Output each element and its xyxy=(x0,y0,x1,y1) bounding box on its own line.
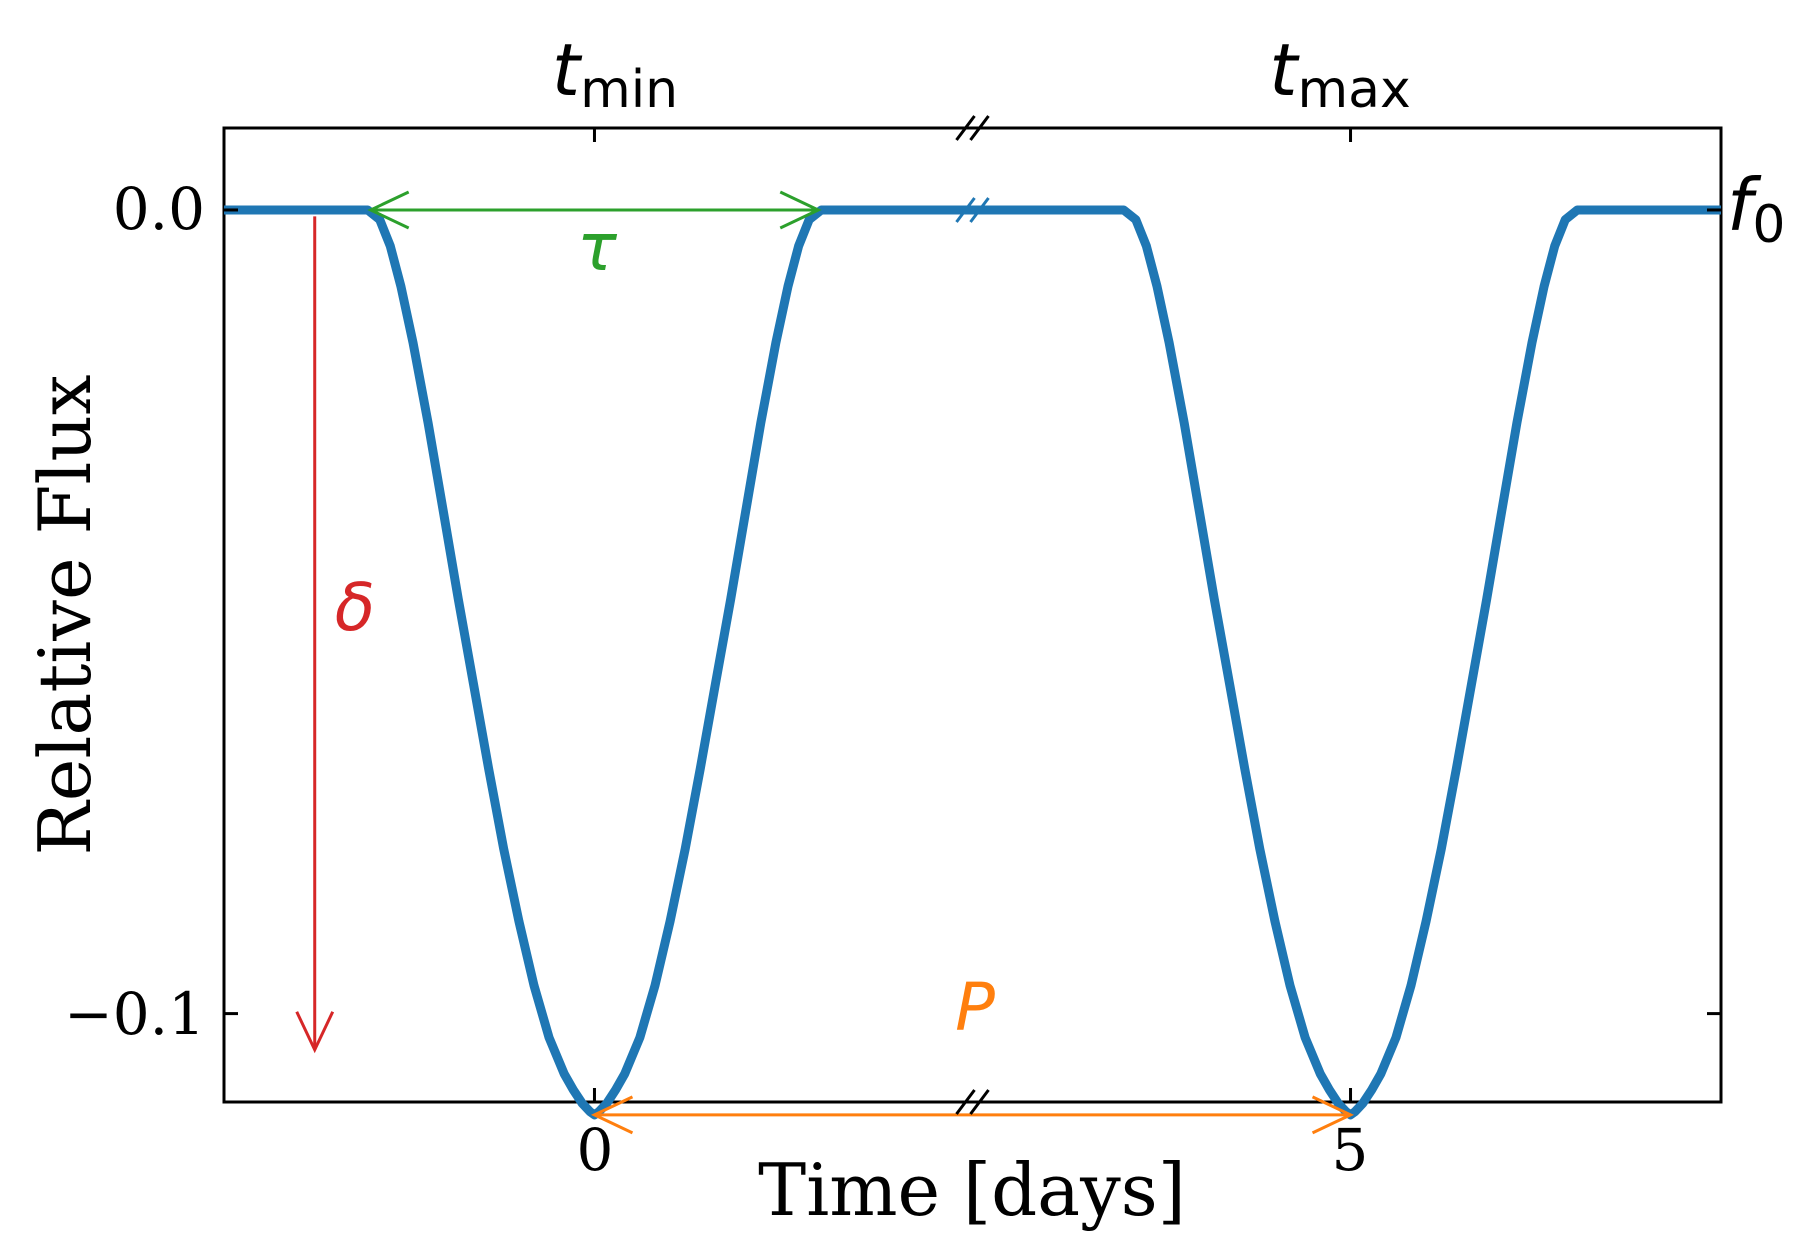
delta-label: δ xyxy=(335,569,375,646)
tau-arrow-head-right xyxy=(779,190,822,230)
t-min-label: tmin xyxy=(552,28,678,120)
axis-ticks xyxy=(224,115,1721,1115)
axis-break-series-stroke-0 xyxy=(955,197,976,223)
chart-frame-group xyxy=(222,126,1723,1104)
f0-label: f0 xyxy=(1727,163,1785,255)
axis-break-bottom-stroke-1 xyxy=(969,1089,990,1115)
x-tick-label-0: 0 xyxy=(577,1116,614,1184)
axis-break-top xyxy=(955,115,990,141)
y-tick-label-0: 0.0 xyxy=(113,175,205,243)
chart-marks xyxy=(224,190,1721,1135)
period-arrow-head-left xyxy=(590,1095,634,1135)
flux-series-line-0 xyxy=(224,205,1721,1120)
axis-break-series-stroke-1 xyxy=(969,197,990,223)
axis-break-bottom-stroke-0 xyxy=(955,1089,976,1115)
axis-break-top-stroke-1 xyxy=(969,115,990,141)
delta-arrow-head xyxy=(295,1011,335,1054)
axis-break-series xyxy=(955,197,990,223)
y-axis-label: Relative Flux xyxy=(23,375,107,856)
t-max-label: tmax xyxy=(1269,28,1411,120)
period-label: P xyxy=(955,969,995,1046)
axis-break-bottom xyxy=(955,1089,990,1115)
plot-frame xyxy=(222,126,1723,1104)
tau-arrow-head-left xyxy=(367,190,410,230)
y-tick-label-minus-0-1: −0.1 xyxy=(64,980,205,1048)
x-axis-label: Time [days] xyxy=(758,1148,1186,1232)
axis-break-top-stroke-0 xyxy=(955,115,976,141)
x-tick-label-5: 5 xyxy=(1332,1116,1369,1184)
period-arrow-head-right xyxy=(1311,1095,1355,1135)
tau-label: τ xyxy=(577,209,618,286)
